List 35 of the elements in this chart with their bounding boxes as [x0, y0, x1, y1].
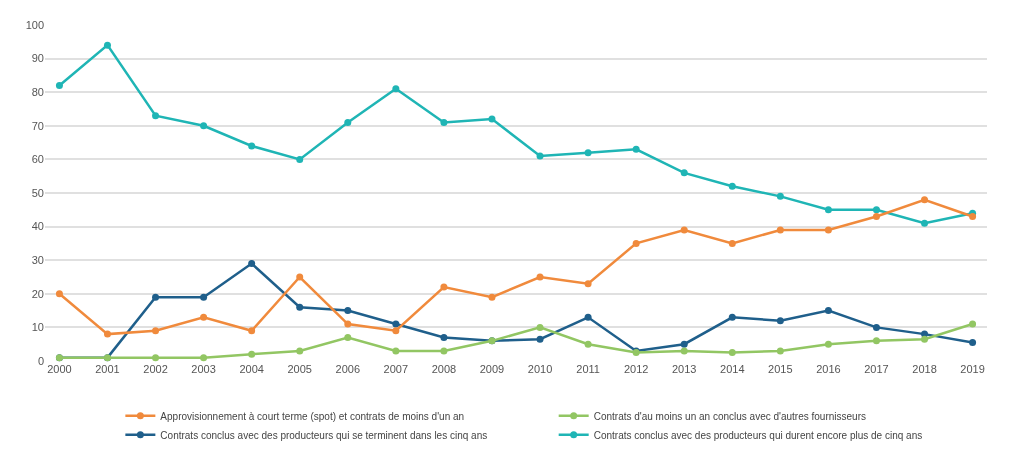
x-tick-label: 2017: [864, 363, 889, 375]
x-tick-label: 2011: [576, 363, 600, 375]
x-tick-label: 2004: [239, 363, 264, 375]
x-tick-label: 2001: [95, 363, 120, 375]
y-tick-label: 30: [31, 254, 44, 267]
x-tick-label: 2018: [912, 363, 937, 375]
y-tick-label: 70: [31, 119, 44, 132]
x-tick-label: 2006: [335, 363, 361, 375]
y-tick-label: 10: [31, 321, 44, 334]
y-tick-label: 40: [31, 220, 44, 233]
x-tick-label: 2014: [720, 363, 745, 375]
y-tick-label: 100: [25, 18, 44, 31]
legend-label: Approvisionnement à court terme (spot) et contrats de moins d'un an: [160, 410, 465, 422]
legend-label: Contrats conclus avec des producteurs qui se terminent dans les cinq ans: [160, 429, 488, 441]
x-tick-label: 2008: [431, 363, 457, 375]
y-tick-label: 50: [31, 186, 44, 199]
y-tick-label: 20: [31, 287, 44, 300]
x-tick-label: 2003: [191, 363, 216, 375]
x-tick-label: 2007: [383, 363, 409, 375]
x-tick-label: 2012: [623, 363, 649, 375]
y-tick-label: 80: [31, 86, 44, 99]
x-tick-label: 2005: [287, 363, 312, 375]
legend-label: Contrats conclus avec des producteurs qui durent encore plus de cinq ans: [593, 429, 923, 441]
x-tick-label: 2002: [143, 363, 168, 375]
x-tick-label: 2019: [960, 363, 985, 375]
y-tick-label: 90: [31, 52, 44, 65]
x-tick-label: 2000: [47, 363, 72, 375]
x-tick-label: 2013: [671, 363, 697, 375]
legend-label: Contrats d'au moins un an conclus avec d'autres fournisseurs: [593, 410, 866, 422]
x-tick-label: 2010: [527, 363, 553, 375]
y-tick-label: 60: [31, 153, 44, 166]
y-tick-label: 0: [37, 354, 44, 367]
x-tick-label: 2009: [479, 363, 505, 375]
x-tick-label: 2016: [816, 363, 841, 375]
x-tick-label: 2015: [768, 363, 793, 375]
